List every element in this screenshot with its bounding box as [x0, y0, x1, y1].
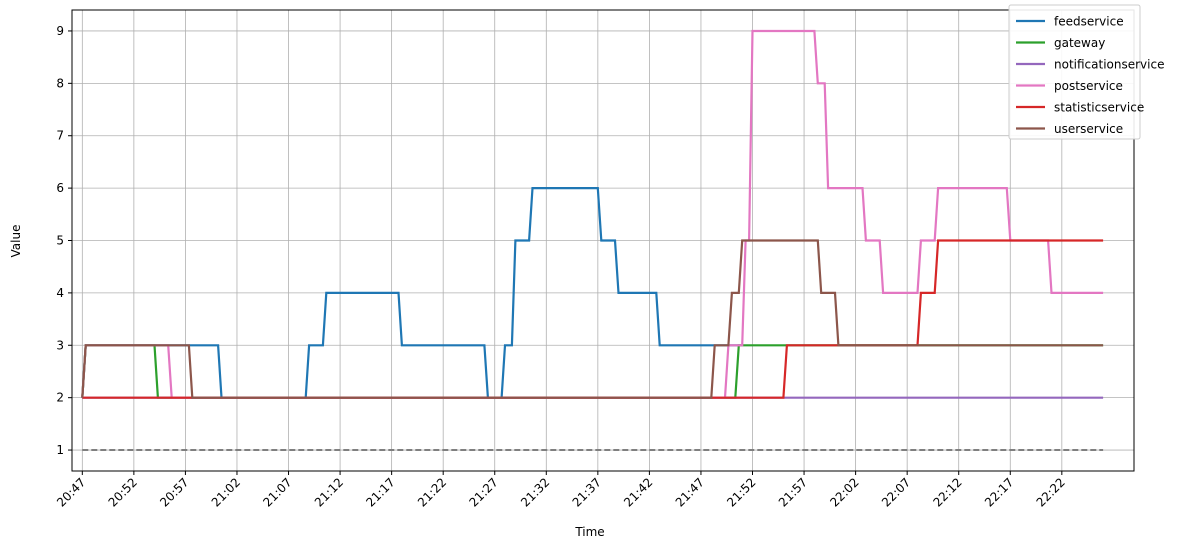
- y-tick-label: 6: [56, 181, 64, 195]
- legend-label-statisticservice: statisticservice: [1054, 101, 1144, 115]
- x-tick-label: 21:32: [518, 475, 552, 509]
- x-tick-label: 21:57: [776, 475, 810, 509]
- y-tick-label: 8: [56, 76, 64, 90]
- x-tick-label: 21:47: [673, 475, 707, 509]
- x-tick-label: 21:02: [209, 475, 243, 509]
- y-tick-label: 5: [56, 234, 64, 248]
- series-line-statisticservice: [82, 239, 1104, 399]
- y-axis-label: Value: [9, 225, 23, 258]
- x-tick-label: 22:12: [930, 475, 964, 509]
- series-line-postservice: [81, 29, 1104, 399]
- x-tick-label: 21:27: [466, 475, 500, 509]
- y-tick-label: 1: [56, 443, 64, 457]
- x-tick-label: 21:22: [415, 475, 449, 509]
- x-axis-label: Time: [574, 525, 604, 539]
- series-line-gateway: [81, 344, 1104, 399]
- y-tick-label: 7: [56, 129, 64, 143]
- x-tick-label: 21:52: [724, 475, 758, 509]
- legend-box: [1008, 4, 1141, 140]
- x-tick-label: 21:42: [621, 475, 655, 509]
- legend: feedservice gateway notificationservice pos…: [1008, 4, 1164, 140]
- y-tick-label: 9: [56, 24, 64, 38]
- legend-label-gateway: gateway: [1054, 36, 1105, 50]
- x-tick-label: 22:02: [827, 475, 861, 509]
- x-tick-label: 22:22: [1034, 475, 1068, 509]
- x-tick-label: 20:47: [54, 475, 88, 509]
- series-lines: [81, 29, 1104, 399]
- x-tick-label: 22:07: [879, 475, 913, 509]
- y-tick-label: 3: [56, 338, 64, 352]
- x-tick-label: 21:12: [312, 475, 346, 509]
- x-tick-label: 21:37: [570, 475, 604, 509]
- x-tick-label: 20:52: [106, 475, 140, 509]
- x-tick-label: 21:17: [363, 475, 397, 509]
- x-axis-ticks: 20:47 20:52 20:57 21:02 21:07 21:12 21:17 21:22…: [54, 471, 1068, 510]
- legend-label-notificationservice: notificationservice: [1054, 58, 1164, 72]
- legend-label-userservice: userservice: [1054, 122, 1123, 136]
- y-tick-label: 4: [56, 286, 64, 300]
- legend-label-postservice: postservice: [1054, 79, 1123, 93]
- x-tick-label: 21:07: [260, 475, 294, 509]
- y-axis-ticks: 1 2 3 4 5 6 7 8 9: [56, 24, 72, 457]
- y-tick-label: 2: [56, 391, 64, 405]
- legend-label-feedservice: feedservice: [1054, 15, 1124, 29]
- x-tick-label: 22:17: [982, 475, 1016, 509]
- x-tick-label: 20:57: [157, 475, 191, 509]
- series-line-userservice: [81, 239, 1104, 399]
